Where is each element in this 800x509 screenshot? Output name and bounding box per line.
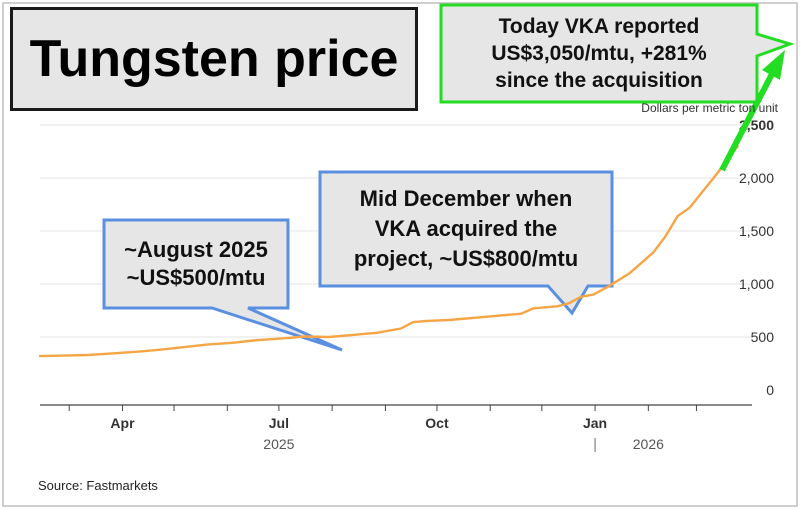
callout-december-line: VKA acquired the xyxy=(374,216,558,241)
y-tick-label: 2,000 xyxy=(739,170,774,186)
callout-august-shape xyxy=(102,218,343,352)
series xyxy=(38,144,739,358)
callout-august-line: ~August 2025 xyxy=(124,237,268,262)
callout-august-line: ~US$500/mtu xyxy=(126,265,266,290)
year-label: 2025 xyxy=(263,436,294,452)
callout-shapes xyxy=(102,3,795,352)
callout-today-line: since the acquisition xyxy=(495,69,703,92)
x-tick-label: Apr xyxy=(110,415,135,431)
y-tick-label: 0 xyxy=(766,382,774,398)
callout-december-shape xyxy=(318,170,614,316)
today-arrow-head xyxy=(762,50,785,80)
callout-august: ~August 2025 ~US$500/mtu xyxy=(106,222,286,306)
callout-december-line: project, ~US$800/mtu xyxy=(353,246,579,271)
callout-december: Mid December when VKA acquired the proje… xyxy=(322,174,610,284)
units-label: Dollars per metric ton unit xyxy=(641,101,778,115)
y-tick-label: 1,500 xyxy=(739,223,774,239)
x-tick-label: Jan xyxy=(583,415,607,431)
callout-december-line: Mid December when xyxy=(359,186,573,211)
callout-today-line: US$3,050/mtu, +281% xyxy=(491,42,707,65)
year-label: 2026 xyxy=(633,436,664,452)
callout-today-shape xyxy=(439,3,795,104)
today-arrow xyxy=(719,50,785,172)
y-tick-label: 1,000 xyxy=(739,276,774,292)
callout-today: Today VKA reported US$3,050/mtu, +281% s… xyxy=(443,7,755,100)
callout-today-line: Today VKA reported xyxy=(498,15,700,38)
source-note: Source: Fastmarkets xyxy=(38,478,158,493)
y-tick-label: 500 xyxy=(751,329,775,345)
chart-title: Tungsten price xyxy=(10,7,418,111)
x-tick-label: Jul xyxy=(269,415,289,431)
x-tick-label: Oct xyxy=(425,415,449,431)
today-arrow-line xyxy=(719,70,776,172)
price-series-line xyxy=(38,144,739,358)
